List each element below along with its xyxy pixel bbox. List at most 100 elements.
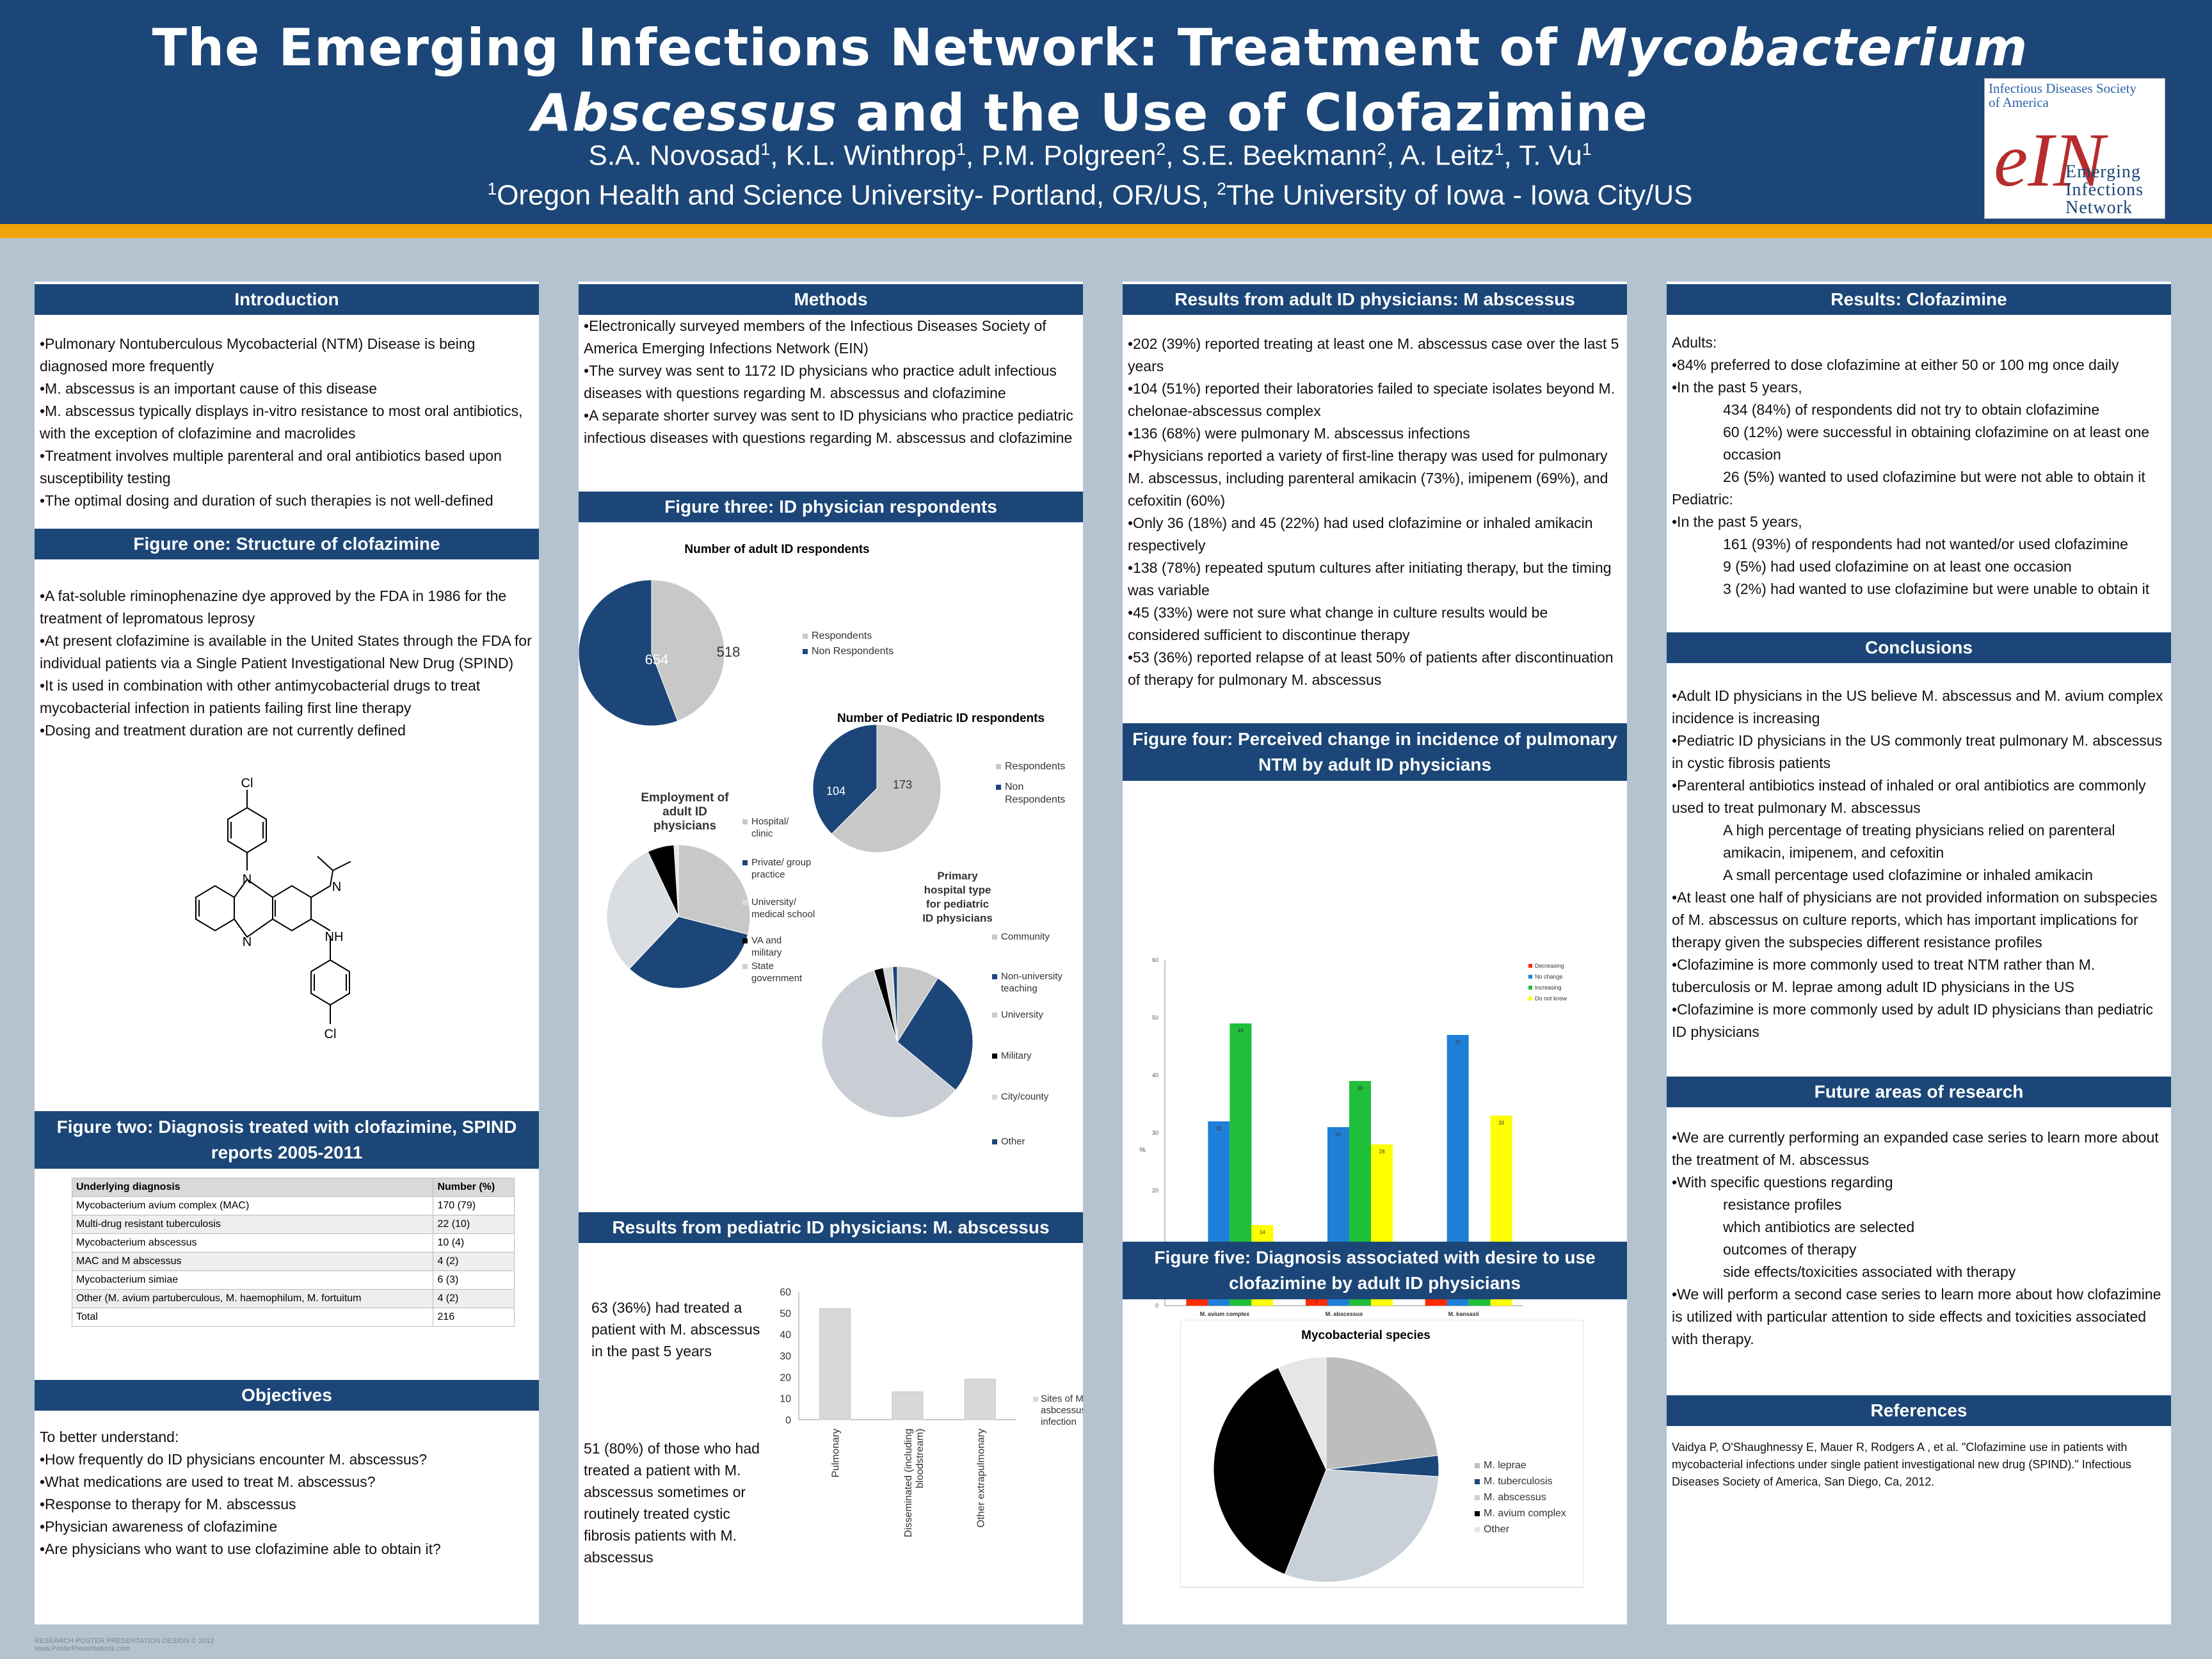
legend-swatch	[1475, 1511, 1480, 1516]
author: S.A. Novosad	[588, 140, 761, 172]
legend-label: Respondents	[1005, 761, 1065, 772]
results-adult-heading: Results from adult ID physicians: M absc…	[1123, 284, 1627, 315]
table-cell: 10 (4)	[433, 1233, 515, 1253]
table-cell: Total	[71, 1308, 434, 1327]
list-item: •At least one half of physicians are not…	[1672, 889, 2158, 950]
legend-label: M. leprae	[1484, 1460, 1527, 1471]
table-cell: Mycobacterium simiae	[71, 1270, 434, 1290]
list-item: •At present clofazimine is available in …	[40, 632, 532, 671]
list-item: •Pediatric ID physicians in the US commo…	[1672, 732, 2163, 771]
legend-swatch	[1528, 997, 1532, 1000]
list-item: outcomes of therapy	[1723, 1241, 1857, 1258]
legend-swatch	[742, 964, 748, 969]
legend-label: Military	[1001, 1050, 1032, 1061]
pie-mycobacterial-species	[1213, 1356, 1439, 1583]
list-item: •Clofazimine is more commonly used to tr…	[1672, 956, 2096, 995]
pie-employment	[606, 844, 751, 989]
table-cell: 6 (3)	[433, 1270, 515, 1290]
bar-value-label: 39	[1358, 1086, 1363, 1091]
column-3: Results from adult ID physicians: M absc…	[1123, 282, 1627, 1624]
legend-swatch	[1475, 1479, 1480, 1484]
list-item: •Are physicians who want to use clofazim…	[40, 1541, 441, 1557]
pie-slice-1	[629, 916, 749, 989]
bar	[964, 1379, 996, 1420]
pie-slice-1	[812, 724, 878, 835]
list-item: •202 (39%) reported treating at least on…	[1128, 335, 1619, 374]
atom-cl-top: Cl	[241, 776, 253, 790]
bar	[892, 1391, 924, 1420]
legend-label: Non-university teaching	[1001, 971, 1062, 994]
legend-swatch	[742, 819, 748, 824]
figure-one-text: •A fat-soluble riminophenazine dye appro…	[40, 585, 534, 742]
bar-value-label: 28	[1379, 1149, 1385, 1155]
legend-swatch	[803, 634, 808, 639]
introduction-heading: Introduction	[35, 284, 539, 315]
legend-label: M. abscessus	[1484, 1492, 1546, 1503]
legend-label: City/county	[1001, 1091, 1049, 1102]
table-cell: Other (M. avium partuberculous, M. haemo…	[71, 1289, 434, 1308]
legend-label: VA and military	[751, 935, 782, 958]
list-item: •What medications are used to treat M. a…	[40, 1473, 376, 1490]
ein-logo-mark: eIN	[1994, 117, 2105, 202]
atom-n-imine: N	[332, 880, 341, 894]
legend-label: Other	[1001, 1136, 1025, 1147]
legend-label: Respondents	[812, 630, 872, 641]
x-tick-label: M. abscessus	[1326, 1311, 1363, 1317]
y-tick-label: 30	[1152, 1130, 1158, 1136]
list-item: •We will perform a second case series to…	[1672, 1286, 2161, 1347]
list-item: •138 (78%) repeated sputum cultures afte…	[1128, 559, 1612, 598]
pie-slice-4	[1278, 1356, 1327, 1470]
y-tick-label: 20	[780, 1372, 791, 1383]
list-item: •Dosing and treatment duration are not c…	[40, 722, 406, 739]
legend-swatch	[996, 785, 1001, 790]
poster-title-line1: The Emerging Infections Network: Treatme…	[152, 18, 2028, 77]
pie-pediatric-respondents: 173 104	[812, 724, 942, 853]
chart-title: Mycobacterial species	[1301, 1329, 1431, 1342]
diagnosis-table: Underlying diagnosis Number (%) Mycobacte…	[71, 1178, 515, 1327]
bar-value-label: 49	[1238, 1028, 1244, 1034]
figure-four-heading: Figure four: Perceived change in inciden…	[1123, 723, 1627, 781]
y-tick-label: 60	[1152, 957, 1158, 963]
chart-title: Number of Pediatric ID respondents	[837, 712, 1045, 725]
atom-nh: NH	[325, 930, 344, 944]
table-cell: 4 (2)	[433, 1289, 515, 1308]
figure-two-heading: Figure two: Diagnosis treated with clofa…	[35, 1111, 539, 1169]
list-item: •84% preferred to dose clofazimine at ei…	[1672, 357, 2119, 373]
legend-label: M. tuberculosis	[1484, 1476, 1553, 1487]
list-item: •How frequently do ID physicians encount…	[40, 1451, 428, 1468]
conclusions-text: •Adult ID physicians in the US believe M…	[1672, 685, 2166, 1043]
affiliations: 1Oregon Health and Science University- P…	[487, 179, 1693, 211]
list-item: •The survey was sent to 1172 ID physicia…	[584, 362, 1057, 401]
figure-five-chart: Mycobacterial species M. leprae M. tubercu…	[1180, 1320, 1583, 1588]
watermark: RESEARCH POSTER PRESENTATION DESIGN © 20…	[35, 1637, 214, 1653]
legend-swatch	[992, 1094, 997, 1100]
author: K.L. Winthrop	[785, 140, 957, 172]
table-header-diagnosis: Underlying diagnosis	[71, 1178, 434, 1197]
list-item: side effects/toxicities associated with …	[1723, 1263, 2016, 1280]
methods-text: •Electronically surveyed members of the …	[584, 315, 1078, 449]
table-cell: 22 (10)	[433, 1215, 515, 1234]
legend-label: Increasing	[1535, 984, 1562, 991]
table-cell: MAC and M abscessus	[71, 1252, 434, 1271]
y-tick-label: 10	[780, 1394, 791, 1405]
list-item: Adults:	[1672, 334, 1717, 351]
references-heading: References	[1667, 1395, 2171, 1426]
table-row: Total 216	[71, 1308, 515, 1327]
legend-swatch	[992, 1054, 997, 1059]
poster-header: The Emerging Infections Network: Treatme…	[0, 0, 2212, 238]
table-cell: 216	[433, 1308, 515, 1327]
column-4: Results: Clofazimine Adults: •84% preferr…	[1667, 282, 2171, 1624]
results-adult-text: •202 (39%) reported treating at least on…	[1128, 333, 1622, 691]
bar-value-label: 31	[1336, 1132, 1342, 1137]
x-tick-label: Pulmonary	[831, 1429, 842, 1477]
pie-slice-0	[831, 724, 942, 853]
introduction-text: •Pulmonary Nontuberculous Mycobacterial …	[40, 333, 534, 512]
clofazimine-structure: Cl N N N NH Cl	[195, 776, 351, 1041]
author: T. Vu	[1519, 140, 1582, 172]
y-tick-label: 0	[1155, 1302, 1158, 1309]
list-item: •Clofazimine is more commonly used by ad…	[1672, 1001, 2154, 1040]
references-text: Vaidya P, O'Shaughnessy E, Mauer R, Rodg…	[1672, 1441, 2131, 1488]
objectives-heading: Objectives	[35, 1380, 539, 1411]
list-item: •Physician awareness of clofazimine	[40, 1518, 278, 1535]
